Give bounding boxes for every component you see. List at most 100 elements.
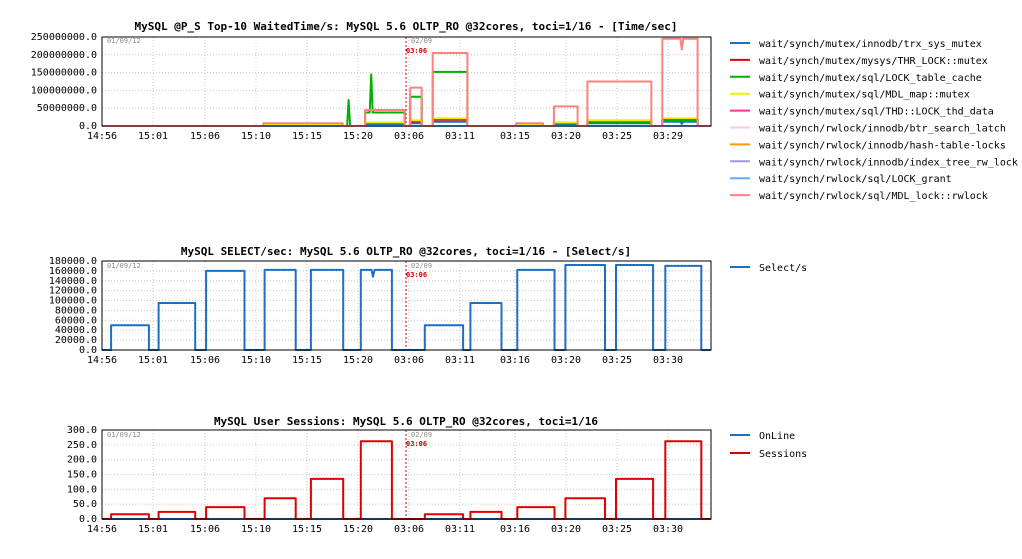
chart1-y-tick-label: 250000000.0 bbox=[31, 32, 97, 43]
chart2-legend: Select/s bbox=[730, 263, 807, 274]
chart2-date-left: 01/09/12 bbox=[107, 262, 141, 270]
chart2-x-tick-label: 15:01 bbox=[138, 355, 168, 366]
chart2-y-tick-label: 80000.0 bbox=[55, 305, 97, 316]
chart2-x-tick-label: 03:20 bbox=[551, 355, 581, 366]
chart2-x-tick-label: 03:16 bbox=[500, 355, 530, 366]
chart3-grid bbox=[102, 430, 711, 519]
chart-user-sessions: MySQL User Sessions: MySQL 5.6 OLTP_RO @… bbox=[67, 415, 807, 535]
chart3-date-right: 02/09 bbox=[411, 431, 432, 439]
chart2-y-tick-label: 60000.0 bbox=[55, 315, 97, 326]
chart1-x-tick-label: 03:06 bbox=[394, 131, 424, 142]
chart1-x-tick-label: 03:15 bbox=[500, 131, 530, 142]
chart2-x-tick-label: 03:11 bbox=[445, 355, 475, 366]
chart2-y-tick-label: 160000.0 bbox=[49, 266, 97, 277]
chart1-legend-label: wait/synch/mutex/sql/THD::LOCK_thd_data bbox=[759, 107, 994, 118]
chart3-x-tick-label: 15:10 bbox=[241, 524, 271, 535]
chart3-y-tick-label: 250.0 bbox=[67, 440, 97, 451]
chart1-y-tick-label: 150000000.0 bbox=[31, 68, 97, 79]
chart1-y-tick-label: 0.0 bbox=[79, 121, 97, 132]
chart3-legend-label: OnLine bbox=[759, 431, 795, 442]
chart3-x-tick-label: 03:25 bbox=[602, 524, 632, 535]
chart2-title: MySQL SELECT/sec: MySQL 5.6 OLTP_RO @32c… bbox=[181, 245, 631, 258]
chart3-x-ticks: 14:56 15:01 15:06 15:10 15:15 15:20 03:06 03:11… bbox=[87, 524, 683, 535]
chart3-x-tick-label: 14:56 bbox=[87, 524, 117, 535]
chart3-legend: OnLine Sessions bbox=[730, 431, 807, 460]
chart2-x-tick-label: 03:06 bbox=[394, 355, 424, 366]
chart2-x-tick-label: 14:56 bbox=[87, 355, 117, 366]
chart1-legend: wait/synch/mutex/innodb/trx_sys_mutexwai… bbox=[730, 39, 1018, 202]
chart3-y-tick-label: 150.0 bbox=[67, 470, 97, 481]
chart1-legend-label: wait/synch/mutex/mysys/THR_LOCK::mutex bbox=[759, 56, 988, 67]
chart1-x-tick-label: 03:25 bbox=[602, 131, 632, 142]
chart1-legend-label: wait/synch/rwlock/sql/MDL_lock::rwlock bbox=[759, 191, 988, 202]
chart2-y-tick-label: 40000.0 bbox=[55, 325, 97, 336]
chart1-x-tick-label: 03:20 bbox=[551, 131, 581, 142]
chart1-title: MySQL @P_S Top-10 WaitedTime/s: MySQL 5.… bbox=[134, 20, 677, 33]
chart2-legend-label: Select/s bbox=[759, 263, 807, 274]
chart2-x-ticks: 14:56 15:01 15:06 15:10 15:15 15:20 03:06 03:11… bbox=[87, 355, 683, 366]
chart3-title: MySQL User Sessions: MySQL 5.6 OLTP_RO @… bbox=[214, 415, 598, 428]
chart1-legend-label: wait/synch/mutex/innodb/trx_sys_mutex bbox=[759, 39, 982, 50]
chart3-legend-label: Sessions bbox=[759, 449, 807, 460]
chart2-x-tick-label: 03:25 bbox=[602, 355, 632, 366]
chart2-x-tick-label: 15:15 bbox=[292, 355, 322, 366]
chart1-legend-label: wait/synch/rwlock/innodb/btr_search_latc… bbox=[759, 124, 1006, 135]
chart1-plot-frame bbox=[101, 36, 712, 127]
chart2-y-tick-label: 100000.0 bbox=[49, 296, 97, 307]
chart1-legend-label: wait/synch/rwlock/innodb/index_tree_rw_l… bbox=[759, 157, 1018, 168]
chart2-x-tick-label: 15:06 bbox=[190, 355, 220, 366]
chart2-x-tick-label: 15:20 bbox=[343, 355, 373, 366]
chart1-grid bbox=[102, 37, 711, 126]
chart1-legend-label: wait/synch/rwlock/sql/LOCK_grant bbox=[759, 174, 952, 185]
chart2-y-tick-label: 180000.0 bbox=[49, 256, 97, 267]
chart1-x-tick-label: 15:20 bbox=[343, 131, 373, 142]
chart2-y-ticks: 180000.0160000.0140000.0120000.0100000.0… bbox=[49, 256, 97, 356]
chart3-date-left: 01/09/12 bbox=[107, 431, 141, 439]
chart3-x-tick-label: 03:20 bbox=[551, 524, 581, 535]
chart3-plot-frame bbox=[101, 429, 712, 520]
chart1-y-tick-label: 100000000.0 bbox=[31, 85, 97, 96]
chart3-y-tick-label: 100.0 bbox=[67, 484, 97, 495]
chart3-x-tick-label: 15:06 bbox=[190, 524, 220, 535]
chart2-y-tick-label: 140000.0 bbox=[49, 276, 97, 287]
chart3-x-tick-label: 03:11 bbox=[445, 524, 475, 535]
chart1-x-ticks: 14:56 15:01 15:06 15:10 15:15 15:20 03:06 03:11… bbox=[87, 131, 683, 142]
chart3-x-tick-label: 15:15 bbox=[292, 524, 322, 535]
chart3-x-tick-label: 03:06 bbox=[394, 524, 424, 535]
chart1-x-tick-label: 15:10 bbox=[241, 131, 271, 142]
chart2-x-tick-label: 15:10 bbox=[241, 355, 271, 366]
chart1-y-tick-label: 200000000.0 bbox=[31, 50, 97, 61]
chart1-x-tick-label: 15:06 bbox=[190, 131, 220, 142]
chart2-y-tick-label: 120000.0 bbox=[49, 286, 97, 297]
chart3-y-tick-label: 300.0 bbox=[67, 425, 97, 436]
chart2-plot-frame bbox=[101, 260, 712, 351]
chart2-date-right: 02/09 bbox=[411, 262, 432, 270]
chart1-legend-label: wait/synch/mutex/sql/MDL_map::mutex bbox=[759, 90, 970, 101]
chart3-x-tick-label: 03:30 bbox=[653, 524, 683, 535]
chart3-x-tick-label: 15:20 bbox=[343, 524, 373, 535]
chart3-y-tick-label: 200.0 bbox=[67, 455, 97, 466]
chart1-marker-label: 03:06 bbox=[406, 47, 427, 55]
chart3-marker-label: 03:06 bbox=[406, 440, 427, 448]
chart1-x-tick-label: 14:56 bbox=[87, 131, 117, 142]
chart1-y-tick-label: 50000000.0 bbox=[37, 103, 97, 114]
chart1-date-right: 02/09 bbox=[411, 37, 432, 45]
chart1-x-tick-label: 15:01 bbox=[138, 131, 168, 142]
chart1-y-ticks: 250000000.0 200000000.0 150000000.0 1000000… bbox=[31, 32, 97, 132]
chart1-date-left: 01/09/12 bbox=[107, 37, 141, 45]
chart1-x-tick-label: 03:29 bbox=[653, 131, 683, 142]
chart1-legend-label: wait/synch/mutex/sql/LOCK_table_cache bbox=[759, 73, 982, 84]
chart2-x-tick-label: 03:30 bbox=[653, 355, 683, 366]
chart-select-per-sec: MySQL SELECT/sec: MySQL 5.6 OLTP_RO @32c… bbox=[49, 245, 807, 366]
chart3-y-ticks: 300.0 250.0 200.0 150.0 100.0 50.0 0.0 bbox=[67, 425, 97, 525]
chart3-y-tick-label: 50.0 bbox=[73, 499, 97, 510]
chart1-x-tick-label: 15:15 bbox=[292, 131, 322, 142]
chart-waited-time: MySQL @P_S Top-10 WaitedTime/s: MySQL 5.… bbox=[31, 20, 1018, 202]
chart2-grid bbox=[102, 261, 711, 350]
chart2-y-tick-label: 20000.0 bbox=[55, 335, 97, 346]
chart3-y-tick-label: 0.0 bbox=[79, 514, 97, 525]
chart1-x-tick-label: 03:11 bbox=[445, 131, 475, 142]
chart2-marker-label: 03:06 bbox=[406, 271, 427, 279]
chart1-legend-label: wait/synch/rwlock/innodb/hash-table-lock… bbox=[759, 140, 1006, 151]
